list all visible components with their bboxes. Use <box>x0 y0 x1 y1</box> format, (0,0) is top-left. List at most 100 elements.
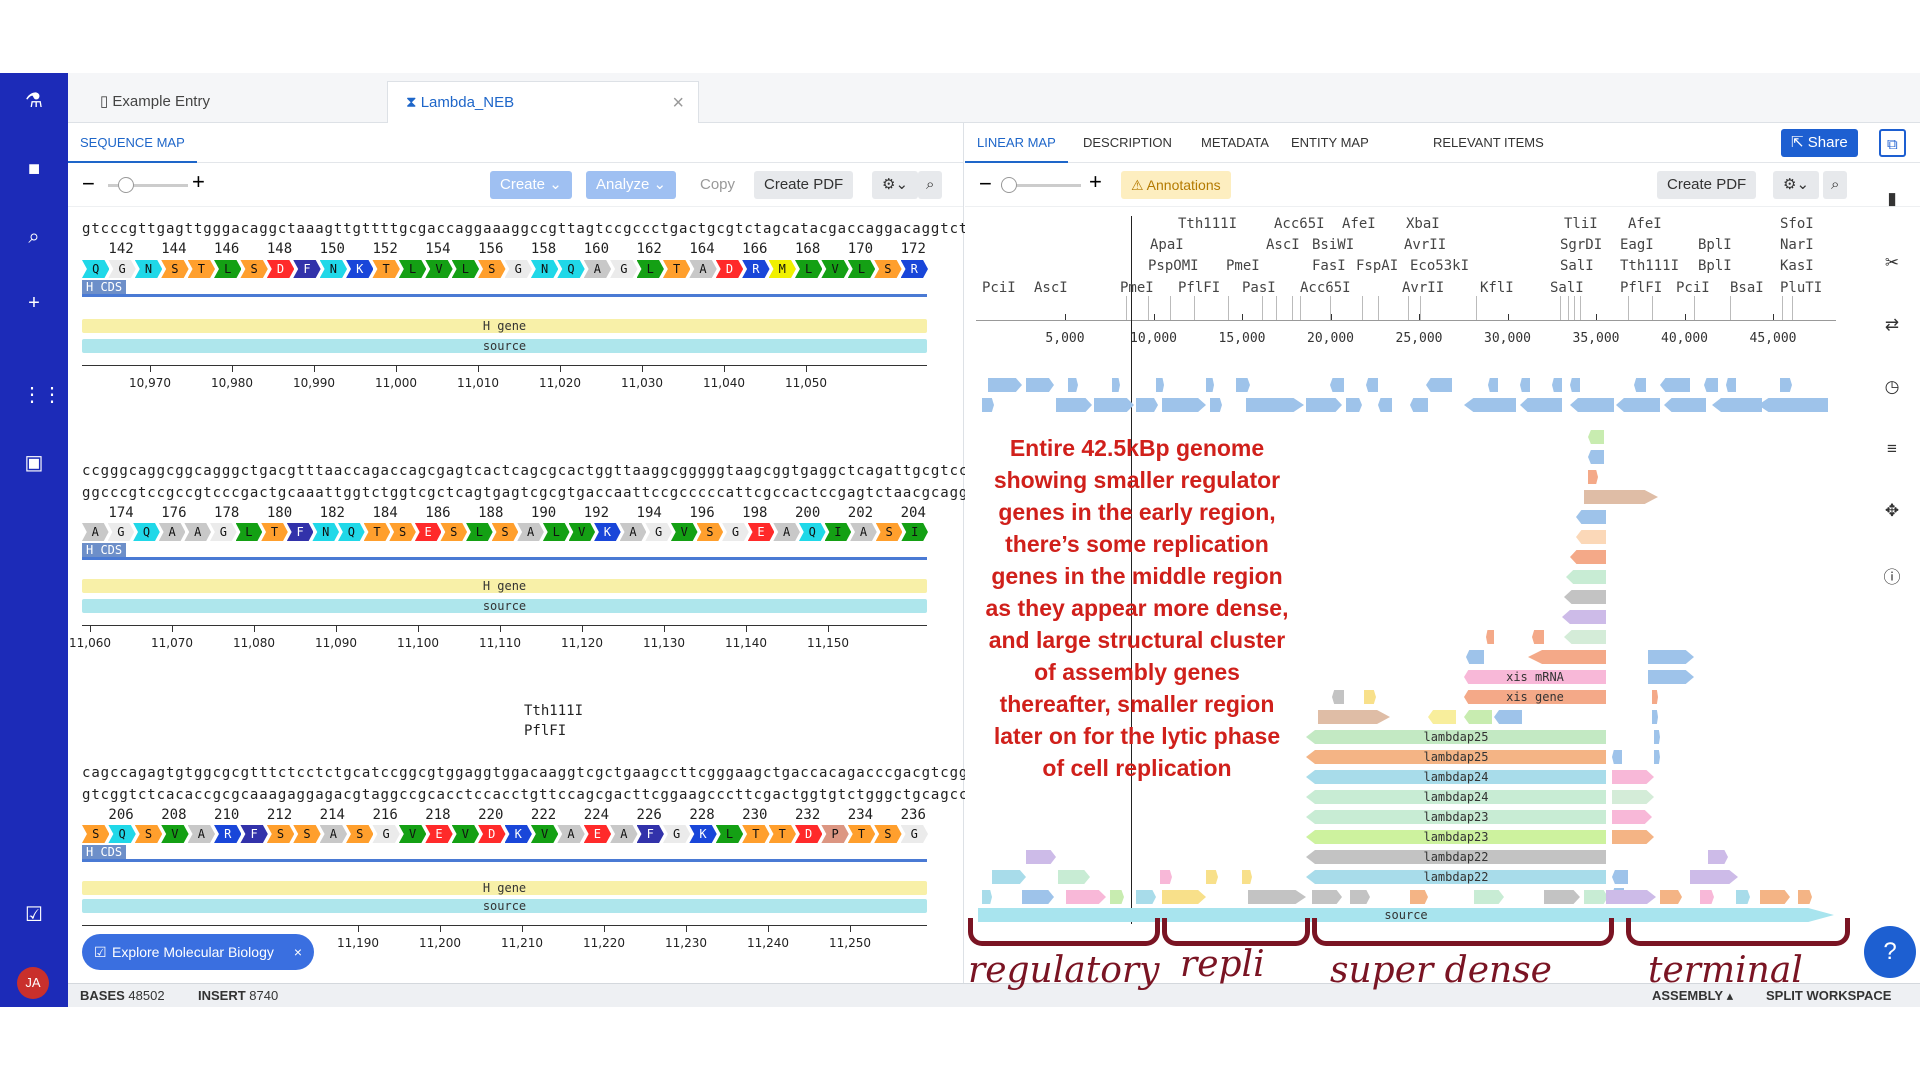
gene-arrow[interactable] <box>1464 398 1516 412</box>
feature-bar[interactable]: lambdap23 <box>1306 810 1606 824</box>
enzyme-label[interactable]: AfeI <box>1628 216 1662 232</box>
feature-bar[interactable]: lambdap22 <box>1306 850 1606 864</box>
amino-acid[interactable]: A <box>319 825 348 843</box>
sequence-line-complement[interactable]: ggcccgtccgccgtcccgactgcaaattggtctggtcgct… <box>82 485 987 501</box>
gene-arrow[interactable] <box>1570 550 1606 564</box>
gene-arrow[interactable] <box>982 890 992 904</box>
gene-arrow[interactable] <box>1466 650 1484 664</box>
gene-arrow[interactable] <box>1798 890 1812 904</box>
enzyme-label[interactable]: PmeI <box>1120 280 1154 296</box>
amino-acid[interactable]: S <box>875 523 903 541</box>
amino-acid[interactable]: V <box>821 260 849 278</box>
gene-arrow[interactable] <box>1532 630 1544 644</box>
sequence-line[interactable]: gtcccgttgagttgggacaggctaaagttgttttgcgacc… <box>82 221 978 237</box>
amino-acid[interactable]: G <box>610 260 638 278</box>
gene-arrow[interactable] <box>1652 690 1658 704</box>
enzyme-label[interactable]: XbaI <box>1406 216 1440 232</box>
avatar[interactable]: JA <box>17 967 49 999</box>
gene-arrow[interactable] <box>1758 398 1816 412</box>
feature-bar[interactable]: lambdap25 <box>1306 750 1606 764</box>
amino-acid[interactable]: G <box>662 825 691 843</box>
amino-acid[interactable]: N <box>134 260 163 278</box>
info-icon[interactable]: ⓘ <box>1883 568 1901 587</box>
gene-arrow[interactable] <box>1464 710 1492 724</box>
close-icon[interactable]: × <box>293 944 302 960</box>
source-feature-bar[interactable]: source <box>978 908 1834 922</box>
amino-acid[interactable]: A <box>557 825 585 843</box>
enzyme-label[interactable]: BsiWI <box>1312 237 1355 253</box>
tab-lambda[interactable]: ⧗ Lambda_NEB × <box>387 81 699 123</box>
amino-acid[interactable]: L <box>636 260 664 278</box>
gene-arrow[interactable] <box>1564 630 1606 644</box>
enzyme-label[interactable]: Tth111I <box>1178 216 1238 232</box>
amino-acid[interactable]: K <box>594 523 621 541</box>
gene-arrow[interactable] <box>1726 378 1736 392</box>
logo-icon[interactable]: ⚗ <box>25 90 43 112</box>
amino-acid[interactable]: A <box>187 825 216 843</box>
cds-line[interactable] <box>82 557 927 560</box>
amino-acid[interactable]: A <box>689 260 717 278</box>
gene-arrow[interactable] <box>1066 890 1106 904</box>
amino-acid[interactable]: A <box>619 523 647 541</box>
zoom-in-icon[interactable]: + <box>1089 169 1102 194</box>
search-icon[interactable]: ⌕ <box>28 226 40 248</box>
amino-acid[interactable]: F <box>293 260 321 278</box>
gene-arrow[interactable] <box>1058 870 1090 884</box>
gene-arrow[interactable] <box>1660 890 1682 904</box>
create-pdf-button[interactable]: Create PDF <box>754 171 854 199</box>
feature-bar[interactable]: lambdap23 <box>1306 830 1606 844</box>
amino-acid[interactable]: S <box>491 523 519 541</box>
enzyme-label[interactable]: FasI <box>1312 258 1346 274</box>
amino-acid[interactable]: S <box>440 523 468 541</box>
gene-arrow[interactable] <box>1136 890 1156 904</box>
gene-arrow[interactable] <box>1110 890 1124 904</box>
amino-acid[interactable]: F <box>636 825 664 843</box>
gene-arrow[interactable] <box>1564 590 1606 604</box>
gene-arrow[interactable] <box>1520 398 1562 412</box>
gene-arrow[interactable] <box>1486 630 1494 644</box>
gene-arrow[interactable] <box>1364 690 1376 704</box>
gene-arrow[interactable] <box>1736 890 1750 904</box>
enzyme-label[interactable]: PciI <box>1676 280 1710 296</box>
amino-acid[interactable]: L <box>466 523 493 541</box>
amino-acid[interactable]: T <box>662 260 691 278</box>
amino-acid[interactable]: Q <box>338 523 365 541</box>
gene-arrow[interactable] <box>1612 810 1652 824</box>
gene-arrow[interactable] <box>1584 890 1608 904</box>
gene-arrow[interactable] <box>1576 530 1606 544</box>
feature-bar[interactable]: xis mRNA <box>1464 670 1606 684</box>
amino-acid[interactable]: V <box>670 523 698 541</box>
amino-acid[interactable]: I <box>824 523 852 541</box>
gene-arrow[interactable] <box>1562 610 1606 624</box>
gene-arrow[interactable] <box>1410 398 1428 412</box>
amino-acid[interactable]: V <box>398 825 427 843</box>
copy-icon[interactable]: ⧉ <box>1879 129 1906 157</box>
amino-acid[interactable]: A <box>773 523 800 541</box>
amino-acid[interactable]: L <box>715 825 744 843</box>
sequence-line-complement[interactable]: gtcggtctcacaccgcgcaaagaggagacgtaggccgcac… <box>82 787 987 803</box>
cds-label[interactable]: H CDS <box>82 543 127 557</box>
enzyme-label[interactable]: KflI <box>1480 280 1514 296</box>
amino-acid[interactable]: A <box>517 523 544 541</box>
gene-arrow[interactable] <box>1654 730 1660 744</box>
gene-arrow[interactable] <box>1022 890 1054 904</box>
amino-acid[interactable]: S <box>874 825 902 843</box>
amino-acid[interactable]: P <box>821 825 849 843</box>
enzyme-label[interactable]: SalI <box>1550 280 1584 296</box>
h-gene-feature[interactable]: H gene <box>82 579 927 593</box>
gene-arrow[interactable] <box>1588 470 1598 484</box>
zoom-slider[interactable] <box>1001 177 1081 193</box>
enzyme-label[interactable]: PflFI <box>1620 280 1663 296</box>
enzyme-label[interactable]: SgrDI <box>1560 237 1603 253</box>
enzyme-label[interactable]: PasI <box>1242 280 1276 296</box>
amino-acid[interactable]: E <box>583 825 612 843</box>
h-gene-feature[interactable]: H gene <box>82 881 927 895</box>
enzyme-label[interactable]: TliI <box>1564 216 1598 232</box>
gene-arrow[interactable] <box>1068 378 1078 392</box>
gene-arrow[interactable] <box>1660 378 1690 392</box>
gene-arrow[interactable] <box>1350 890 1370 904</box>
history-icon[interactable]: ◷ <box>1884 377 1900 396</box>
scissors-icon[interactable]: ✂ <box>1884 253 1900 272</box>
enzyme-label[interactable]: Acc65I <box>1274 216 1325 232</box>
gene-arrow[interactable] <box>1210 398 1222 412</box>
